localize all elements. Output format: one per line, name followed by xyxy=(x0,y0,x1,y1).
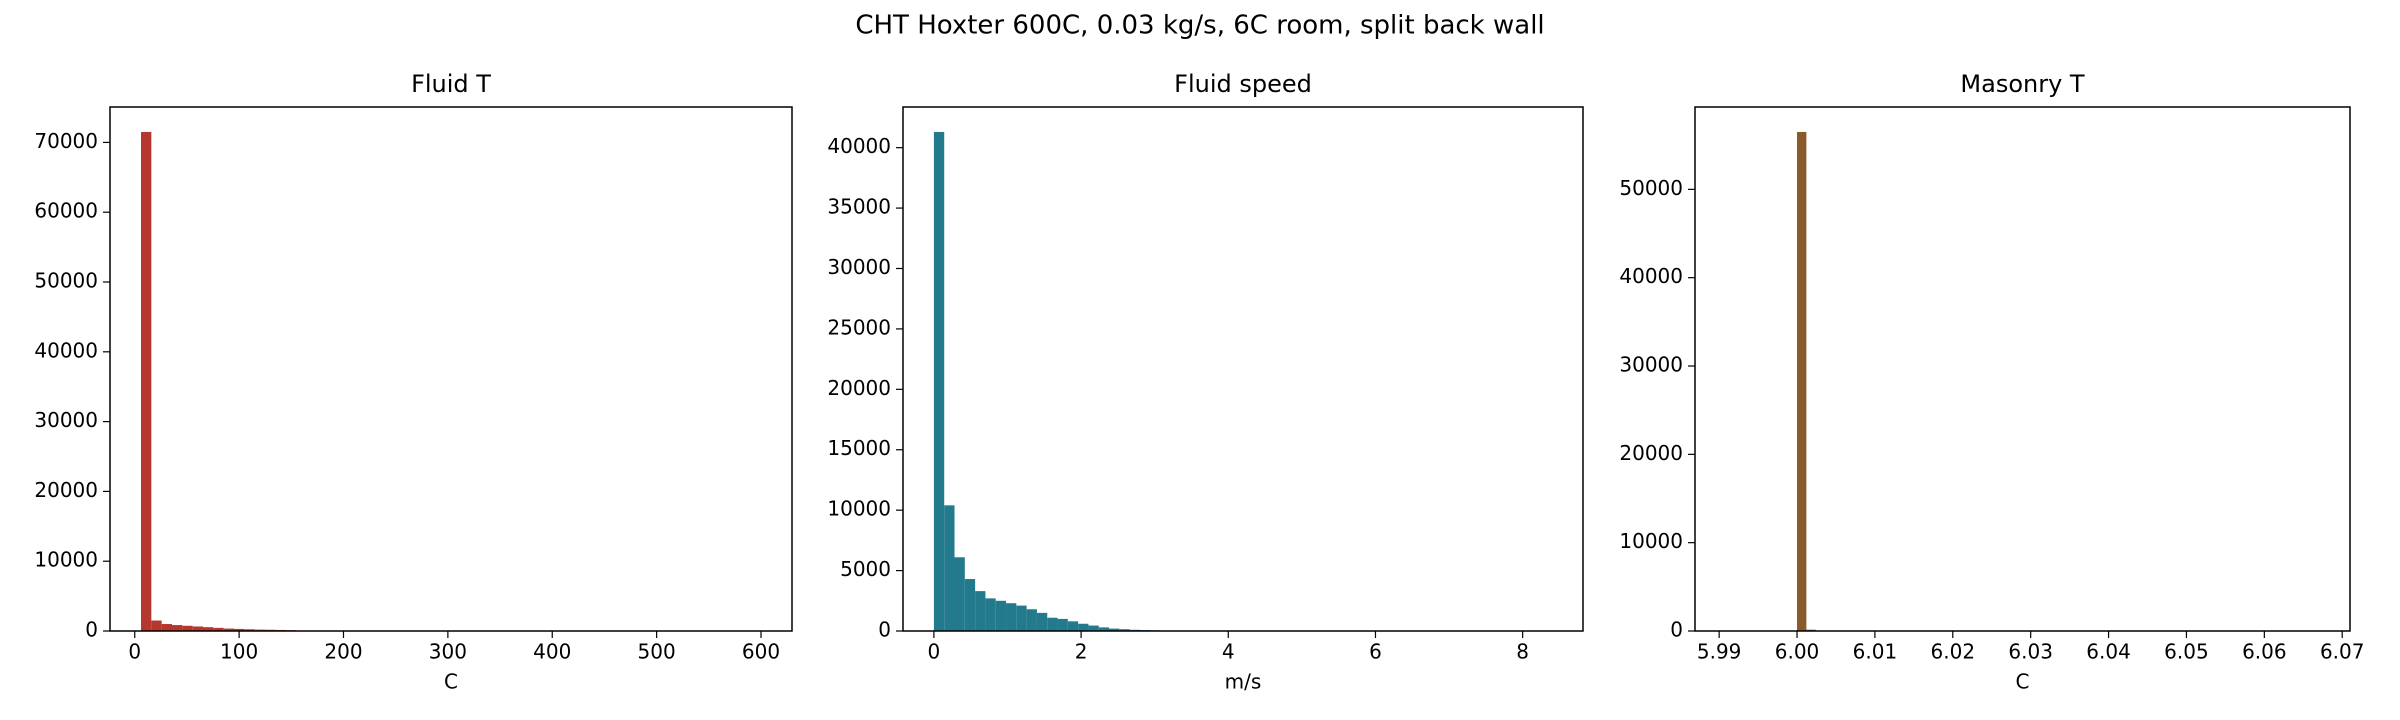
y-tick-label: 0 xyxy=(878,618,891,642)
y-tick-label: 0 xyxy=(1670,618,1683,642)
axes-frame xyxy=(109,106,793,632)
x-tick-label: 200 xyxy=(324,640,362,664)
x-tick-label: 6.06 xyxy=(2242,640,2287,664)
y-tick-label: 70000 xyxy=(34,129,98,153)
bar xyxy=(1797,131,1807,631)
y-tick-label: 10000 xyxy=(34,548,98,572)
x-tick-label: 400 xyxy=(533,640,571,664)
x-tick-label: 600 xyxy=(742,640,780,664)
y-tick-label: 60000 xyxy=(34,199,98,223)
bar xyxy=(1026,609,1037,631)
axes-frame xyxy=(902,106,1584,632)
x-tick-label: 300 xyxy=(429,640,467,664)
x-tick-label: 6 xyxy=(1369,640,1382,664)
x-tick-label: 4 xyxy=(1222,640,1235,664)
axes-title: Fluid speed xyxy=(1174,70,1312,98)
x-tick-label: 0 xyxy=(128,640,141,664)
bar xyxy=(192,626,203,631)
y-tick-label: 10000 xyxy=(827,497,891,521)
x-tick-label: 6.00 xyxy=(1775,640,1820,664)
bar xyxy=(985,598,996,631)
bar xyxy=(213,627,224,631)
y-tick-label: 5000 xyxy=(840,557,891,581)
y-tick-label: 20000 xyxy=(34,478,98,502)
y-tick-label: 25000 xyxy=(827,315,891,339)
x-axis-label: m/s xyxy=(1225,670,1262,694)
y-tick-label: 20000 xyxy=(827,376,891,400)
y-tick-label: 10000 xyxy=(1619,529,1683,553)
x-tick-label: 6.07 xyxy=(2320,640,2365,664)
y-tick-label: 0 xyxy=(85,618,98,642)
axes-frame xyxy=(1694,106,2351,632)
x-tick-label: 100 xyxy=(220,640,258,664)
bar xyxy=(954,557,965,631)
bar xyxy=(964,579,976,631)
bar xyxy=(995,600,1007,631)
bar xyxy=(1078,623,1089,631)
figure-title: CHT Hoxter 600C, 0.03 kg/s, 6C room, spl… xyxy=(855,11,1544,41)
bar xyxy=(141,131,152,631)
x-tick-label: 2 xyxy=(1075,640,1088,664)
x-tick-label: 0 xyxy=(928,640,941,664)
x-tick-label: 6.05 xyxy=(2164,640,2209,664)
bar xyxy=(1119,629,1130,631)
bar xyxy=(182,625,193,631)
y-tick-label: 40000 xyxy=(34,338,98,362)
y-tick-label: 15000 xyxy=(827,436,891,460)
bar xyxy=(172,625,183,631)
y-tick-label: 30000 xyxy=(827,255,891,279)
bar xyxy=(1047,617,1058,631)
bar xyxy=(944,505,955,631)
axes-title: Fluid T xyxy=(411,70,491,98)
x-axis-label: C xyxy=(2016,670,2030,694)
x-tick-label: 6.01 xyxy=(1853,640,1898,664)
y-tick-label: 20000 xyxy=(1619,441,1683,465)
bar xyxy=(1016,605,1027,631)
y-tick-label: 30000 xyxy=(34,408,98,432)
bar xyxy=(975,591,986,631)
y-tick-label: 50000 xyxy=(1619,176,1683,200)
bar xyxy=(1098,627,1110,631)
bar xyxy=(1109,628,1120,631)
y-tick-label: 30000 xyxy=(1619,353,1683,377)
bar xyxy=(223,628,234,631)
bar xyxy=(1088,625,1099,631)
bar xyxy=(1006,603,1017,631)
bar xyxy=(1067,621,1079,631)
bar xyxy=(203,627,214,631)
x-tick-label: 6.02 xyxy=(1931,640,1976,664)
bar xyxy=(161,624,172,631)
bar xyxy=(1057,618,1068,631)
x-tick-label: 5.99 xyxy=(1697,640,1742,664)
x-tick-label: 6.04 xyxy=(2086,640,2131,664)
bar xyxy=(933,131,945,631)
x-tick-label: 500 xyxy=(638,640,676,664)
y-tick-label: 40000 xyxy=(827,134,891,158)
axes-title: Masonry T xyxy=(1960,70,2085,98)
x-axis-label: C xyxy=(444,670,458,694)
y-tick-label: 50000 xyxy=(34,269,98,293)
y-tick-label: 35000 xyxy=(827,195,891,219)
bar xyxy=(151,620,162,631)
y-tick-label: 40000 xyxy=(1619,264,1683,288)
bar xyxy=(234,628,245,631)
bar xyxy=(244,629,255,631)
x-tick-label: 8 xyxy=(1516,640,1529,664)
bar xyxy=(1036,612,1048,631)
x-tick-label: 6.03 xyxy=(2008,640,2053,664)
